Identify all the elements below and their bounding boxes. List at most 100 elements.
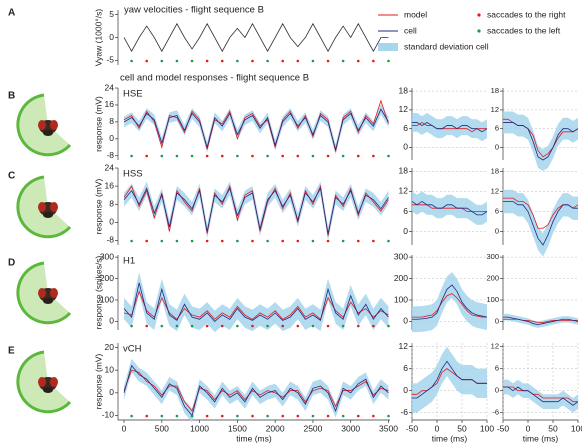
panel-label: D	[8, 258, 15, 269]
saccade-dot	[326, 239, 330, 243]
y-tick-label: 200	[486, 274, 499, 283]
saccade-dot	[130, 154, 133, 158]
y-tick-label: 0	[495, 386, 499, 395]
saccade-dot	[296, 59, 300, 63]
y-tick-label: 6	[403, 123, 408, 133]
saccade-dot	[387, 239, 390, 243]
legend-label: saccades to the left	[487, 25, 561, 35]
saccade-dot	[145, 414, 149, 418]
y-tick-label: 200	[394, 273, 408, 283]
saccade-dot	[296, 324, 300, 328]
y-tick-label: 0	[109, 387, 114, 397]
panel-label: A	[8, 8, 15, 19]
cell-trace	[412, 284, 488, 320]
y-tick-label: 0	[495, 316, 499, 325]
saccade-dot	[190, 59, 194, 63]
y-tick-label: 8	[109, 198, 114, 208]
chart-title: H1	[123, 256, 135, 267]
y-tick-label: 12	[399, 104, 409, 114]
x-tick-label: 1000	[190, 423, 209, 433]
saccade-dot	[130, 59, 133, 63]
y-tick-label: 12	[399, 341, 409, 351]
y-tick-label: 0	[403, 316, 408, 326]
sd-band	[124, 103, 389, 155]
saccade-dot	[281, 59, 285, 63]
y-tick-label: -10	[102, 410, 115, 420]
y-tick-label: -8	[106, 150, 114, 160]
saccade-dot	[190, 324, 194, 328]
saccade-dot	[220, 154, 224, 158]
y-tick-label: 20	[105, 342, 115, 352]
saccade-dot	[296, 414, 300, 418]
saccade-dot	[311, 154, 315, 158]
legend-swatch	[477, 29, 481, 33]
y-tick-label: 18	[399, 85, 409, 95]
legend-label: model	[404, 9, 427, 19]
model-trace	[503, 318, 578, 323]
x-tick-label: 0	[122, 423, 127, 433]
sd-band	[503, 111, 578, 171]
sd-band	[412, 272, 487, 333]
saccade-dot	[281, 239, 285, 243]
y-tick-label: 18	[399, 166, 409, 176]
cell-trace	[123, 187, 389, 234]
saccade-dot	[387, 154, 390, 158]
saccade-dot	[326, 59, 330, 63]
legend-swatch	[477, 13, 481, 17]
saccade-dot	[220, 59, 224, 63]
y-tick-label: 18	[491, 86, 499, 95]
saccade-dot	[326, 414, 330, 418]
x-tick-label: -50	[406, 423, 419, 433]
x-tick-label: 100	[571, 423, 582, 433]
y-axis-label: response (mV)	[93, 96, 103, 152]
y-tick-label: 6	[403, 363, 408, 373]
saccade-dot	[220, 324, 224, 328]
saccade-dot	[341, 59, 345, 63]
y-tick-label: 100	[394, 294, 408, 304]
y-tick-label: 6	[495, 207, 499, 216]
cell-trace	[412, 360, 487, 399]
saccade-dot	[251, 154, 254, 158]
x-tick-label: 1500	[228, 423, 247, 433]
y-axis-label: response (mV)	[93, 353, 103, 409]
y-tick-label: 10	[105, 364, 115, 374]
x-tick-label: 0	[526, 423, 531, 433]
legend-label: saccades to the right	[487, 9, 566, 19]
saccade-dot	[281, 414, 285, 418]
y-tick-label: 0	[403, 142, 408, 152]
y-tick-label: 0	[109, 316, 114, 326]
saccade-dot	[372, 59, 375, 63]
saccade-dot	[281, 324, 285, 328]
saccade-dot	[387, 59, 390, 63]
y-tick-label: 0	[495, 227, 499, 236]
x-tick-label: 500	[155, 423, 169, 433]
x-axis-label: time (ms)	[523, 433, 559, 443]
saccade-dot	[130, 414, 133, 418]
chart-title: yaw velocities - flight sequence B	[124, 5, 264, 16]
saccade-dot	[190, 239, 194, 243]
y-tick-label: 100	[486, 295, 499, 304]
sd-band	[503, 313, 578, 328]
fly-icon	[16, 261, 72, 325]
cell-trace	[503, 201, 578, 246]
legend-label: cell	[404, 25, 417, 35]
saccade-dot	[220, 414, 224, 418]
model-trace	[412, 204, 487, 212]
saccade-dot	[236, 414, 239, 418]
saccade-dot	[372, 324, 375, 328]
y-tick-label: 0	[109, 217, 114, 227]
saccade-dot	[175, 414, 179, 418]
y-tick-label: -5	[106, 55, 114, 65]
saccade-dot	[190, 154, 194, 158]
saccade-dot	[341, 414, 345, 418]
chart-title: vCH	[123, 344, 142, 355]
x-tick-label: 2000	[266, 423, 285, 433]
saccade-dot	[266, 239, 269, 243]
saccade-dot	[311, 59, 315, 63]
saccade-dot	[190, 414, 194, 418]
y-tick-label: 0	[403, 226, 408, 236]
cell-trace	[411, 200, 488, 216]
saccade-dot	[296, 154, 300, 158]
cell-trace	[503, 122, 579, 161]
